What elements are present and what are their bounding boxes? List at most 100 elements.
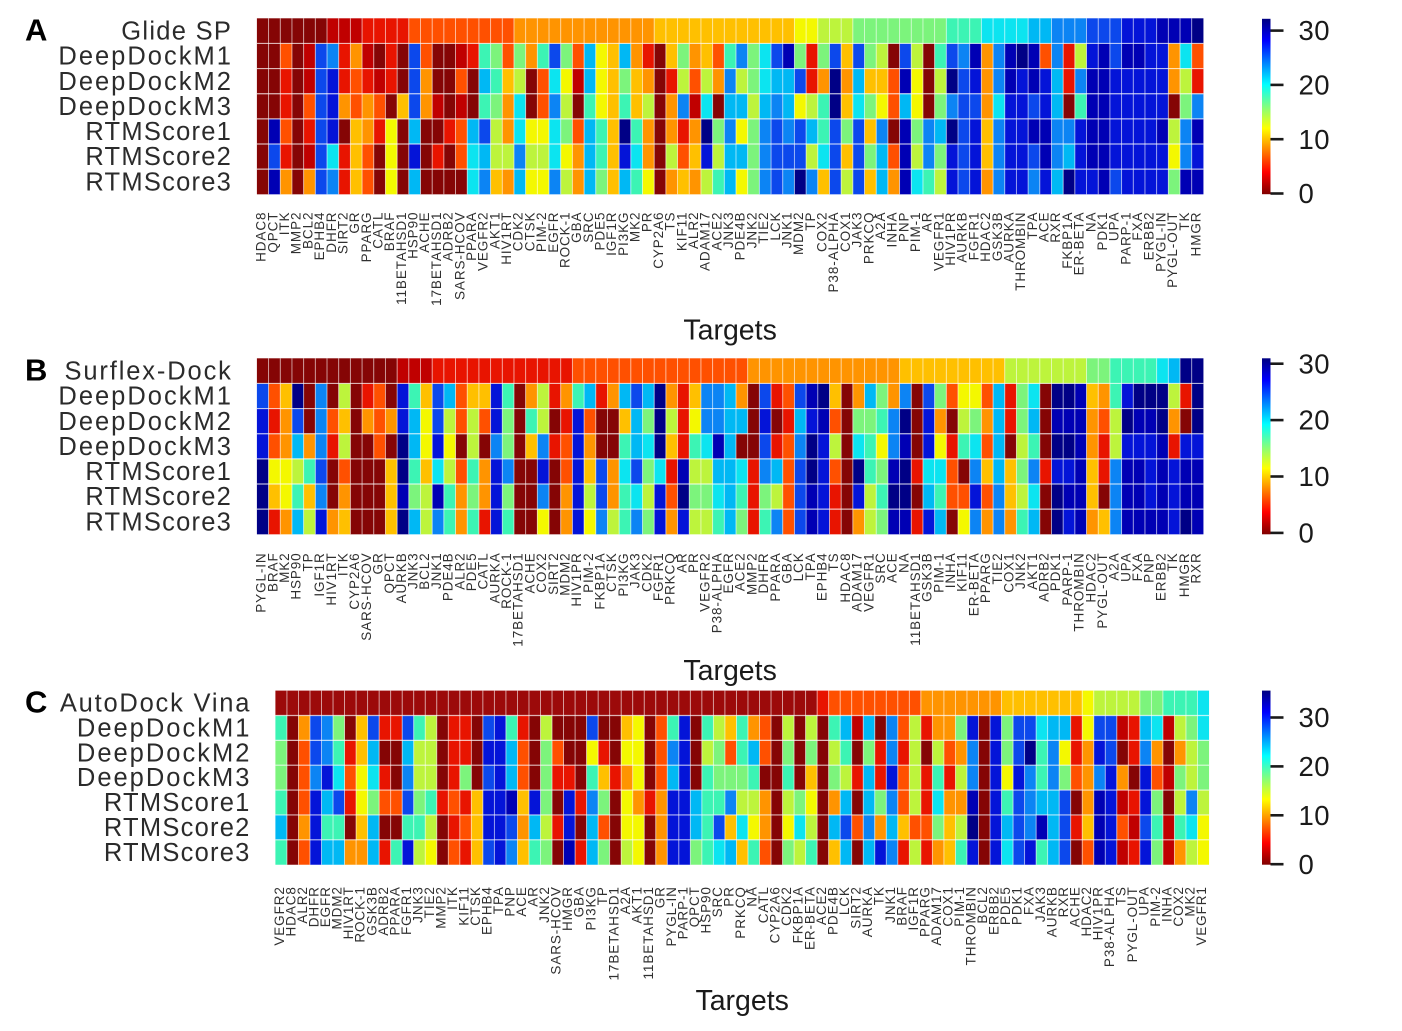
svg-text:DHFR: DHFR	[756, 552, 771, 593]
svg-text:HDAC2: HDAC2	[978, 212, 993, 262]
svg-text:PPARA: PPARA	[387, 886, 402, 935]
svg-text:JNK2: JNK2	[744, 212, 759, 249]
svg-text:TK: TK	[1165, 552, 1180, 571]
svg-text:HIV1RT: HIV1RT	[324, 552, 339, 605]
svg-text:ADRB2: ADRB2	[441, 212, 456, 262]
svg-text:ADAM17: ADAM17	[850, 552, 865, 611]
svg-text:ACHE: ACHE	[417, 212, 432, 253]
svg-text:KIF11: KIF11	[456, 886, 471, 926]
svg-text:INHA: INHA	[1160, 886, 1175, 922]
svg-text:ADAM17: ADAM17	[698, 212, 713, 271]
svg-text:ROCK-1: ROCK-1	[353, 886, 368, 942]
svg-text:HMGR: HMGR	[560, 886, 575, 931]
svg-text:COX2: COX2	[815, 212, 830, 252]
svg-text:INHA: INHA	[885, 212, 900, 248]
svg-text:0: 0	[1299, 849, 1315, 880]
svg-text:ACE2: ACE2	[709, 212, 724, 251]
svg-text:RXR: RXR	[1048, 212, 1063, 243]
svg-text:ACE: ACE	[1037, 212, 1052, 242]
svg-text:PYGL-IN: PYGL-IN	[254, 552, 269, 612]
svg-text:SIRT2: SIRT2	[848, 886, 863, 929]
svg-text:PYGL-IN: PYGL-IN	[664, 886, 679, 946]
svg-text:PIM-1: PIM-1	[908, 212, 923, 253]
svg-text:20: 20	[1299, 405, 1331, 436]
svg-text:SARS-HCOV: SARS-HCOV	[549, 886, 564, 974]
svg-text:BRAF: BRAF	[382, 212, 397, 252]
svg-text:FGFR1: FGFR1	[651, 552, 666, 601]
svg-text:ERBB2: ERBB2	[1142, 212, 1157, 261]
svg-text:GR: GR	[652, 886, 667, 908]
svg-text:JAK3: JAK3	[1033, 886, 1048, 922]
svg-text:SARS-HCOV: SARS-HCOV	[359, 552, 374, 640]
svg-text:SIRT2: SIRT2	[335, 212, 350, 255]
svg-text:HIV1PR: HIV1PR	[569, 552, 584, 606]
svg-text:PPARA: PPARA	[768, 552, 783, 601]
svg-text:PPARA: PPARA	[464, 212, 479, 261]
svg-text:SIRT2: SIRT2	[546, 552, 561, 595]
svg-text:RTMScore2: RTMScore2	[104, 814, 251, 842]
svg-text:VEGFR2: VEGFR2	[272, 886, 287, 945]
svg-text:ACE: ACE	[514, 886, 529, 916]
svg-text:PDE4B: PDE4B	[733, 212, 748, 261]
svg-text:ITK: ITK	[277, 212, 292, 236]
svg-text:NA: NA	[1083, 212, 1098, 233]
svg-text:0: 0	[1299, 518, 1315, 549]
svg-text:MDM2: MDM2	[330, 886, 345, 929]
svg-text:PPARG: PPARG	[918, 886, 933, 937]
svg-text:ERBB2: ERBB2	[1153, 552, 1168, 601]
svg-text:PDK1: PDK1	[1010, 886, 1025, 925]
svg-text:KIF11: KIF11	[955, 552, 970, 592]
svg-text:CDK2: CDK2	[511, 212, 526, 252]
svg-text:Surflex-Dock: Surflex-Dock	[65, 358, 233, 386]
svg-text:VEGFR2: VEGFR2	[698, 552, 713, 611]
svg-text:TS: TS	[1113, 886, 1128, 905]
svg-text:ACHE: ACHE	[1067, 886, 1082, 927]
svg-text:ALR2: ALR2	[686, 212, 701, 249]
svg-text:TS: TS	[826, 552, 841, 571]
svg-text:HSP90: HSP90	[289, 552, 304, 599]
svg-text:HDAC8: HDAC8	[284, 886, 299, 936]
svg-text:MMP2: MMP2	[289, 212, 304, 255]
svg-text:BCL2: BCL2	[975, 886, 990, 923]
svg-text:PDE5: PDE5	[464, 552, 479, 591]
svg-text:FKBP1A: FKBP1A	[1060, 212, 1075, 269]
svg-text:HDAC8: HDAC8	[254, 212, 269, 262]
svg-text:HDAC2: HDAC2	[1083, 552, 1098, 602]
svg-text:MMP2: MMP2	[744, 552, 759, 595]
svg-text:RTMScore1: RTMScore1	[104, 789, 251, 817]
svg-text:CDK2: CDK2	[779, 886, 794, 926]
svg-text:PIM-1: PIM-1	[952, 886, 967, 927]
svg-text:P38-ALPHA: P38-ALPHA	[709, 552, 724, 633]
svg-text:11BETAHSD1: 11BETAHSD1	[908, 552, 923, 645]
svg-text:ADAM17: ADAM17	[929, 886, 944, 945]
svg-text:NA: NA	[745, 886, 760, 907]
svg-text:HMGR: HMGR	[1188, 212, 1203, 257]
svg-text:RTMScore3: RTMScore3	[85, 168, 232, 196]
svg-text:PARP-1: PARP-1	[1060, 552, 1075, 605]
svg-text:ITK: ITK	[445, 886, 460, 910]
svg-text:CATL: CATL	[756, 886, 771, 923]
svg-text:BRAF: BRAF	[265, 552, 280, 592]
svg-text:TPA: TPA	[491, 886, 506, 914]
svg-text:P38-ALPHA: P38-ALPHA	[826, 212, 841, 293]
svg-text:HIV1PR: HIV1PR	[1090, 886, 1105, 940]
svg-text:MDM2: MDM2	[791, 212, 806, 255]
svg-text:IGF1R: IGF1R	[604, 212, 619, 256]
svg-text:CTSK: CTSK	[522, 212, 537, 252]
svg-text:QPCT: QPCT	[265, 212, 280, 253]
svg-text:TPA: TPA	[1025, 212, 1040, 240]
svg-text:GSK3B: GSK3B	[990, 212, 1005, 262]
svg-text:TIE2: TIE2	[756, 212, 771, 244]
svg-text:AR: AR	[674, 552, 689, 573]
svg-text:SRC: SRC	[873, 552, 888, 583]
svg-text:11BETAHSD1: 11BETAHSD1	[641, 886, 656, 979]
svg-text:PIM-2: PIM-2	[1148, 886, 1163, 927]
svg-text:MK2: MK2	[277, 552, 292, 582]
svg-text:17BETAHSD1: 17BETAHSD1	[511, 552, 526, 646]
svg-text:IGF1R: IGF1R	[312, 552, 327, 596]
svg-text:VEGFR1: VEGFR1	[931, 212, 946, 271]
svg-text:PRKCQ: PRKCQ	[733, 886, 748, 939]
svg-text:ER-BETA: ER-BETA	[1072, 212, 1087, 276]
svg-text:DeepDockM2: DeepDockM2	[77, 739, 251, 767]
svg-text:AR: AR	[920, 212, 935, 233]
